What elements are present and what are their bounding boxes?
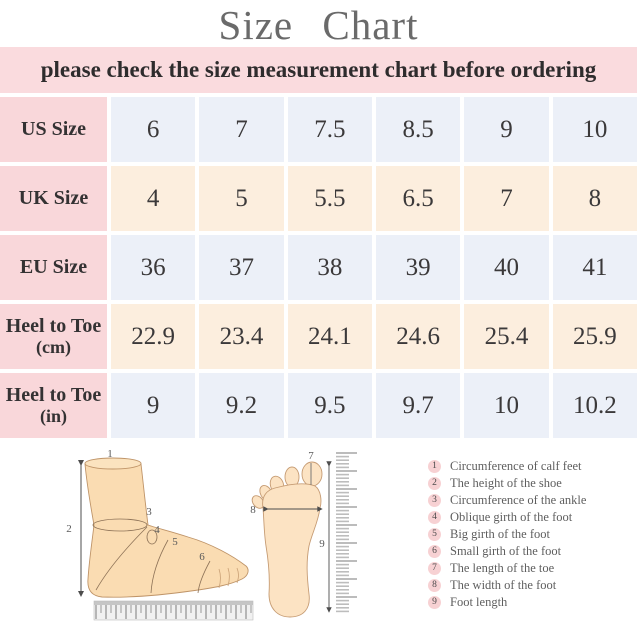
row-header: US Size <box>0 97 107 162</box>
foot-top-view-diagram: 7 8 9 <box>250 450 358 618</box>
legend-number-badge: 5 <box>428 528 441 541</box>
size-value-cell: 7.5 <box>287 97 372 162</box>
legend-number-badge: 2 <box>428 477 441 490</box>
measure-label-2: 2 <box>66 523 72 535</box>
legend-item: 6 Small girth of the foot <box>428 543 634 560</box>
row-header: Heel to Toe (cm) <box>0 304 107 369</box>
size-value-cell: 23.4 <box>199 304 284 369</box>
size-value-cell: 38 <box>287 235 372 300</box>
size-value-cell: 24.1 <box>287 304 372 369</box>
size-value-cell: 10.2 <box>552 373 637 438</box>
legend-item: 9 Foot length <box>428 594 634 611</box>
size-value-cell: 7 <box>464 166 549 231</box>
size-value-cell: 39 <box>376 235 461 300</box>
legend-text: The length of the toe <box>450 561 555 575</box>
size-value-cell: 10 <box>464 373 549 438</box>
size-value-cell: 8.5 <box>376 97 461 162</box>
toe-crease-lines <box>218 567 239 589</box>
legend-item: 7 The length of the toe <box>428 560 634 577</box>
legend-text: The width of the foot <box>450 578 557 592</box>
vertical-ruler <box>336 452 358 614</box>
row-header: Heel to Toe (in) <box>0 373 107 438</box>
size-value-cell: 9 <box>464 97 549 162</box>
size-value-cell: 10 <box>552 97 637 162</box>
legend-item: 1 Circumference of calf feet <box>428 458 634 475</box>
size-value-cell: 9 <box>111 373 196 438</box>
measure-label-4: 4 <box>154 524 160 536</box>
page-title: Size Chart <box>218 2 419 48</box>
size-value-cell: 6 <box>111 97 196 162</box>
legend-number-badge: 7 <box>428 562 441 575</box>
legend-number-badge: 1 <box>428 460 441 473</box>
measure-label-5: 5 <box>172 536 178 548</box>
measure-label-6: 6 <box>199 551 205 563</box>
legend-text: The height of the shoe <box>450 476 562 490</box>
horizontal-ruler <box>93 600 254 621</box>
legend-text: Circumference of calf feet <box>450 459 582 473</box>
legend-item: 8 The width of the foot <box>428 577 634 594</box>
size-value-cell: 8 <box>552 166 637 231</box>
size-value-cell: 5 <box>199 166 284 231</box>
measure-label-9: 9 <box>319 538 325 550</box>
measure-label-8: 8 <box>250 504 256 516</box>
size-value-cell: 5.5 <box>287 166 372 231</box>
row-header: UK Size <box>0 166 107 231</box>
legend-number-badge: 6 <box>428 545 441 558</box>
size-value-cell: 22.9 <box>111 304 196 369</box>
size-value-cell: 36 <box>111 235 196 300</box>
legend-text: Oblique girth of the foot <box>450 510 573 524</box>
calf-cap <box>84 457 142 470</box>
big-girth-line <box>150 539 169 594</box>
measure-label-3: 3 <box>146 506 152 518</box>
toes <box>251 461 323 509</box>
small-girth-line <box>197 560 211 594</box>
size-value-cell: 40 <box>464 235 549 300</box>
measure-label-1: 1 <box>107 448 113 460</box>
legend-number-badge: 3 <box>428 494 441 507</box>
size-value-cell: 9.2 <box>199 373 284 438</box>
legend-number-badge: 8 <box>428 579 441 592</box>
leg-foot-outline <box>84 463 249 598</box>
size-value-cell: 4 <box>111 166 196 231</box>
size-value-cell: 41 <box>552 235 637 300</box>
size-value-cell: 24.6 <box>376 304 461 369</box>
size-value-cell: 7 <box>199 97 284 162</box>
measure-label-7: 7 <box>308 450 314 462</box>
measurement-legend: 1 Circumference of calf feet 2 The height o… <box>428 458 634 611</box>
size-value-cell: 25.4 <box>464 304 549 369</box>
ankle-bone-circle <box>146 529 158 545</box>
legend-item: 4 Oblique girth of the foot <box>428 509 634 526</box>
size-value-cell: 9.7 <box>376 373 461 438</box>
legend-text: Big girth of the foot <box>450 527 550 541</box>
size-value-cell: 37 <box>199 235 284 300</box>
size-value-cell: 9.5 <box>287 373 372 438</box>
size-chart-table: US Size 6 7 7.5 8.5 9 10 UK Size 4 5 5.5 6.5 7 8 EU Si… <box>0 97 637 438</box>
legend-text: Small girth of the foot <box>450 544 562 558</box>
legend-number-badge: 9 <box>428 596 441 609</box>
legend-item: 2 The height of the shoe <box>428 475 634 492</box>
size-value-cell: 25.9 <box>552 304 637 369</box>
row-header: EU Size <box>0 235 107 300</box>
legend-text: Circumference of the ankle <box>450 493 587 507</box>
foot-sole-outline <box>262 483 322 618</box>
ankle-girth-line <box>92 518 148 532</box>
notice-banner: please check the size measurement chart … <box>0 47 637 93</box>
size-value-cell: 6.5 <box>376 166 461 231</box>
legend-number-badge: 4 <box>428 511 441 524</box>
foot-side-view-diagram: 1 2 3 4 5 6 <box>66 448 254 621</box>
oblique-girth-line <box>95 526 148 591</box>
measurement-diagram-section: 1 2 3 4 5 6 <box>0 446 637 623</box>
legend-item: 3 Circumference of the ankle <box>428 492 634 509</box>
legend-text: Foot length <box>450 595 508 609</box>
legend-item: 5 Big girth of the foot <box>428 526 634 543</box>
